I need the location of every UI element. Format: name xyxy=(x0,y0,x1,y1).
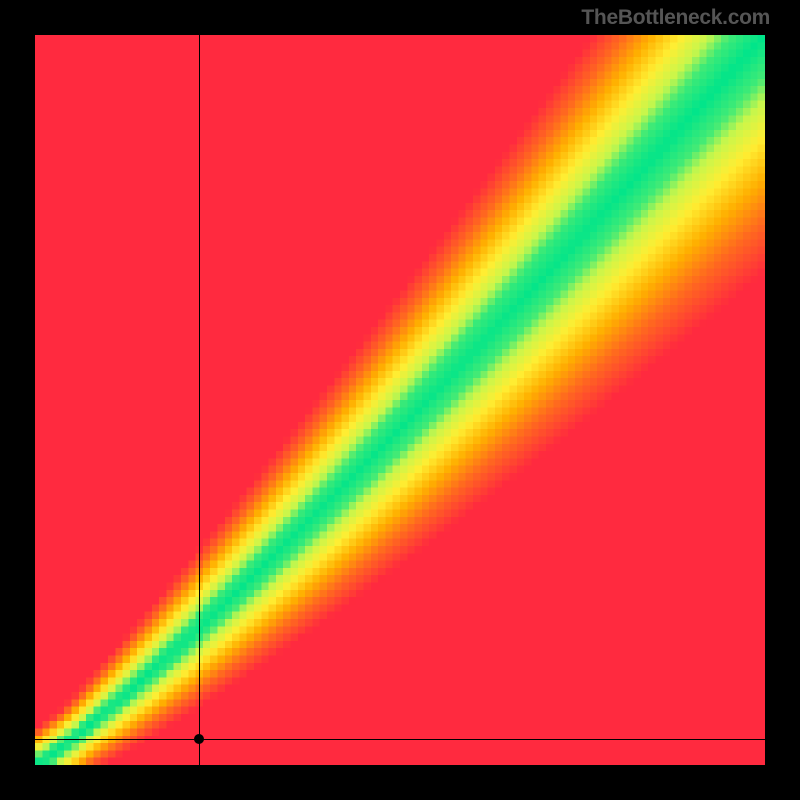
bottleneck-heatmap xyxy=(35,35,765,765)
plot-area xyxy=(35,35,765,765)
crosshair-marker xyxy=(194,734,204,744)
crosshair-horizontal xyxy=(35,739,765,740)
watermark-text: TheBottleneck.com xyxy=(581,6,770,30)
crosshair-vertical xyxy=(199,35,200,765)
